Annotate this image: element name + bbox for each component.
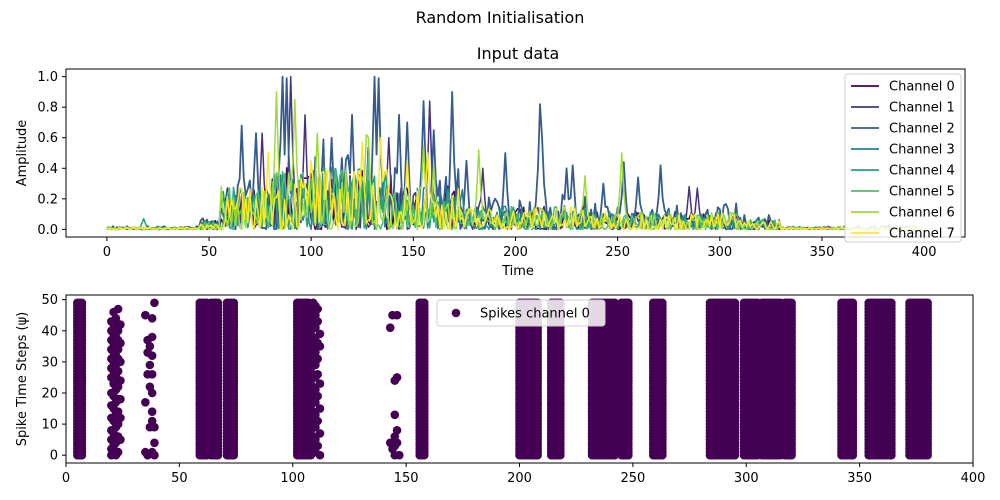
legend-label-channel-3: Channel 3	[889, 143, 955, 158]
input-data-title: Input data	[477, 44, 560, 63]
spike-point	[848, 298, 858, 308]
legend-label-channel-7: Channel 7	[889, 227, 955, 242]
y-tick-label: 0.6	[37, 131, 58, 146]
input-data-panel: Input data 0 50 100 150 200 250 300 350 400 0.00…	[15, 44, 966, 279]
legend-label-channel-1: Channel 1	[889, 101, 955, 116]
x-tick-label: 50	[201, 245, 218, 260]
series-line-channel-7	[106, 136, 923, 231]
legend-label-channel-6: Channel 6	[889, 206, 955, 221]
input-data-y-ticks: 0.0 0.2 0.4 0.6 0.8 1.0	[37, 70, 66, 238]
y-tick-label: 0.2	[37, 192, 58, 207]
spike-point	[229, 298, 239, 308]
y-tick-label: 0.0	[37, 223, 58, 238]
spike-point	[624, 298, 633, 308]
spike-point	[787, 298, 796, 308]
spike-point	[419, 298, 429, 308]
x-tick-label: 250	[605, 245, 630, 260]
x-tick-label: 350	[810, 245, 835, 260]
spike-point	[730, 298, 740, 308]
legend-label-channel-2: Channel 2	[889, 122, 955, 137]
legend-label-channel-5: Channel 5	[889, 185, 955, 200]
x-tick-label: 400	[912, 245, 937, 260]
legend-label-channel-4: Channel 4	[889, 164, 955, 179]
x-tick-label: 100	[299, 245, 324, 260]
input-data-x-ticks: 0 50 100 150 200 250 300 350 400	[103, 237, 937, 260]
y-tick-label: 0.8	[37, 101, 58, 116]
x-tick-label: 200	[503, 245, 528, 260]
x-tick-label: 300	[707, 245, 732, 260]
input-data-legend: Channel 0 Channel 1 Channel 2 Channel 3 Chan…	[844, 73, 962, 243]
x-tick-label: 0	[103, 245, 111, 260]
spike-point	[77, 298, 87, 308]
legend-label-channel-0: Channel 0	[889, 80, 955, 95]
y-tick-label: 0.4	[37, 162, 58, 177]
legend-box	[844, 73, 962, 243]
input-data-x-label: Time	[501, 264, 534, 279]
input-data-y-label: Amplitude	[15, 120, 30, 187]
spike-point	[658, 298, 667, 308]
spike-point	[213, 298, 223, 308]
figure-suptitle: Random Initialisation	[416, 8, 585, 27]
input-data-lines	[106, 75, 923, 231]
x-tick-label: 150	[401, 245, 426, 260]
y-tick-label: 1.0	[37, 70, 58, 85]
